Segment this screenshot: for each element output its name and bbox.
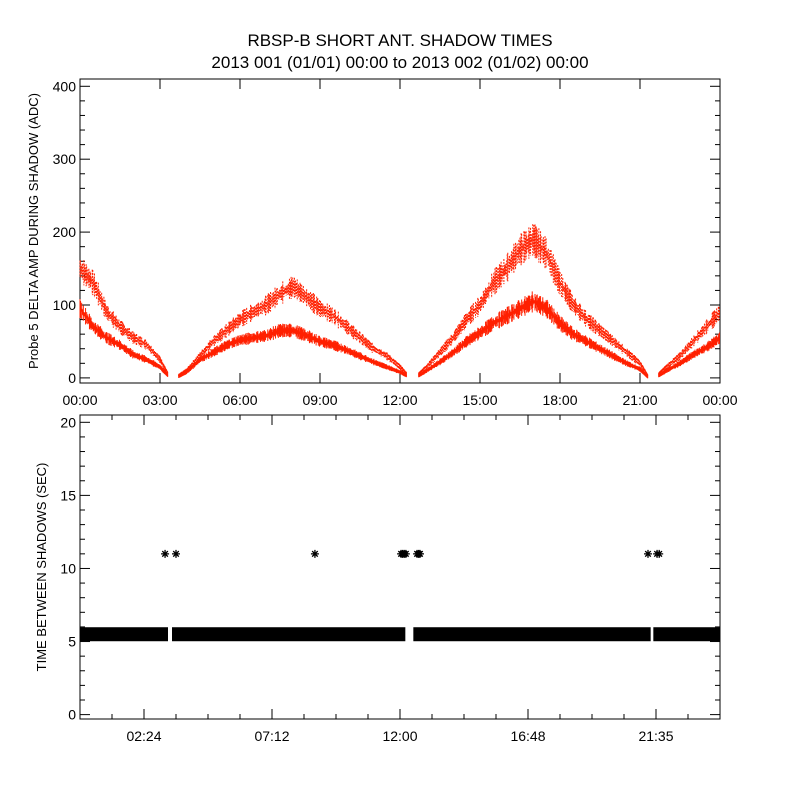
y-tick-label: 15	[60, 487, 76, 503]
y-tick-label: 5	[68, 634, 76, 650]
y-axis-label: TIME BETWEEN SHADOWS (SEC)	[34, 463, 49, 672]
y-tick-label: 0	[68, 707, 76, 723]
x-tick-label: 00:00	[702, 392, 737, 408]
x-tick-label: 09:00	[302, 392, 337, 408]
x-tick-label: 21:00	[622, 392, 657, 408]
chart-subtitle: 2013 001 (01/01) 00:00 to 2013 002 (01/0…	[211, 53, 588, 72]
y-tick-label: 300	[53, 151, 77, 167]
x-tick-label: 18:00	[542, 392, 577, 408]
y-tick-label: 400	[53, 78, 77, 94]
data-band	[80, 627, 168, 642]
x-tick-label: 00:00	[62, 392, 97, 408]
bottom-panel: 0 5 10 15 20 02:24 07:12 12:00 16:48 21:35 TIME BE…	[34, 414, 721, 744]
data-point-asterisk	[655, 549, 664, 558]
y-tick-label: 10	[60, 560, 76, 576]
plot-frame	[79, 78, 721, 384]
x-tick-label: 03:00	[142, 392, 177, 408]
x-tick-label: 12:00	[382, 392, 417, 408]
data-band	[653, 627, 720, 642]
data-point-asterisk	[172, 549, 180, 558]
data-band	[413, 627, 651, 642]
data-point-asterisk	[416, 549, 424, 558]
y-tick-label: 20	[60, 414, 76, 430]
x-tick-label: 21:35	[638, 728, 673, 744]
x-tick-label: 07:12	[254, 728, 289, 744]
chart-title: RBSP-B SHORT ANT. SHADOW TIMES	[247, 31, 552, 50]
x-tick-label: 15:00	[462, 392, 497, 408]
data-point-asterisk	[644, 549, 652, 558]
x-tick-label: 06:00	[222, 392, 257, 408]
series-2	[79, 291, 720, 379]
data-point-asterisk	[401, 549, 410, 558]
x-tick-label: 16:48	[510, 728, 545, 744]
x-tick-label: 12:00	[382, 728, 417, 744]
plot-frame	[79, 414, 721, 720]
y-tick-label: 200	[53, 224, 77, 240]
y-tick-label: 100	[53, 297, 77, 313]
data-point-asterisk	[310, 549, 319, 558]
y-axis-label: Probe 5 DELTA AMP DURING SHADOW (ADC)	[26, 93, 41, 369]
y-tick-label: 0	[68, 370, 76, 386]
x-tick-label: 02:24	[126, 728, 161, 744]
data-band	[172, 627, 406, 642]
data-point-asterisk	[161, 549, 170, 558]
series-1	[79, 224, 720, 378]
top-panel: 0 100 200 300 400 00:00 03:00 06:00 09:00 12:00 15…	[26, 78, 738, 408]
